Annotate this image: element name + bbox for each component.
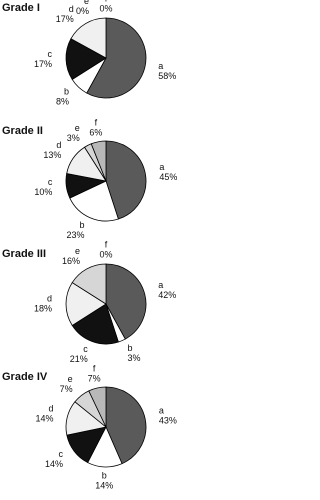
slice-value-label: 14% [45, 459, 63, 469]
slice-value-label: 6% [89, 127, 102, 137]
slice-category-label: e [68, 374, 73, 384]
slice-category-label: c [59, 449, 64, 459]
slice-category-label: b [127, 343, 132, 353]
slice-value-label: 17% [56, 14, 74, 24]
slice-category-label: e [75, 123, 80, 133]
slice-value-label: 0% [99, 249, 112, 259]
slice-value-label: 17% [34, 59, 52, 69]
pie-slice [105, 140, 147, 220]
slice-value-label: 23% [67, 230, 85, 240]
slice-category-label: c [48, 177, 53, 187]
slice-value-label: 16% [62, 256, 80, 266]
slice-value-label: 7% [88, 374, 101, 384]
slice-category-label: f [105, 239, 108, 249]
pie-slice [65, 38, 107, 80]
slice-category-label: c [83, 344, 88, 354]
chart-title: Grade IV [2, 371, 48, 383]
pie-slice [105, 263, 147, 340]
slice-value-label: 7% [60, 384, 73, 394]
slice-value-label: 42% [158, 290, 176, 300]
pie-slice [71, 263, 107, 305]
slice-category-label: b [102, 470, 107, 480]
pie-slice [69, 180, 119, 222]
slice-category-label: a [158, 61, 163, 71]
pie-slice [65, 282, 107, 326]
pie-slice [86, 17, 147, 99]
slice-value-label: 10% [34, 187, 52, 197]
slice-value-label: 14% [95, 480, 113, 490]
pie-slice [105, 386, 147, 465]
slice-value-label: 21% [70, 354, 88, 364]
slice-category-label: a [159, 405, 164, 415]
slice-value-label: 0% [99, 3, 112, 13]
slice-category-label: d [47, 293, 52, 303]
chart-title: Grade I [2, 2, 40, 14]
slice-category-label: f [95, 117, 98, 127]
slice-value-label: 58% [158, 71, 176, 81]
slice-value-label: 3% [67, 133, 80, 143]
slice-value-label: 3% [127, 353, 140, 363]
slice-value-label: 14% [36, 414, 54, 424]
slice-value-label: 13% [43, 150, 61, 160]
slice-category-label: b [80, 220, 85, 230]
pie-slice [71, 303, 119, 345]
slice-category-label: e [84, 0, 89, 6]
slice-value-label: 8% [56, 97, 69, 107]
slice-category-label: e [75, 246, 80, 256]
slice-category-label: d [69, 4, 74, 14]
slice-value-label: 0% [76, 6, 89, 16]
chart-title: Grade III [2, 248, 46, 260]
chart-title: Grade II [2, 125, 43, 137]
slice-category-label: a [159, 162, 164, 172]
slice-value-label: 45% [159, 172, 177, 182]
slice-value-label: 18% [34, 303, 52, 313]
slice-category-label: f [93, 364, 96, 374]
slice-category-label: c [48, 49, 53, 59]
slice-category-label: b [64, 87, 69, 97]
slice-category-label: f [105, 0, 108, 3]
pie-slice [90, 140, 107, 182]
pie-slice [70, 17, 107, 59]
slice-value-label: 43% [159, 415, 177, 425]
slice-category-label: a [158, 280, 163, 290]
slice-category-label: d [49, 404, 54, 414]
pie-slice [88, 386, 107, 428]
slice-category-label: d [56, 140, 61, 150]
